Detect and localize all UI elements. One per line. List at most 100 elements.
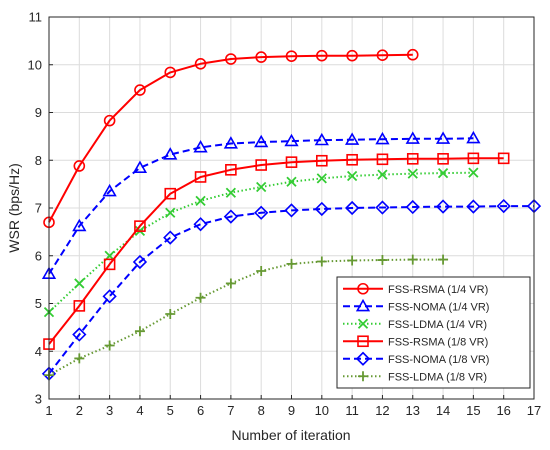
x-tick-label: 16 <box>496 403 510 418</box>
plus-marker <box>225 278 236 289</box>
diamond-marker <box>102 289 117 304</box>
x-tick-label: 12 <box>375 403 389 418</box>
diamond-marker <box>355 351 371 366</box>
circle-marker <box>103 114 116 127</box>
x-marker <box>195 195 206 206</box>
diamond-marker <box>284 203 299 218</box>
legend-item: FSS-LDMA (1/8 VR) <box>343 371 487 383</box>
diamond-marker <box>405 199 420 215</box>
y-axis-ticks: 3 4 5 6 7 8 9 10 11 <box>28 10 53 407</box>
triangle-marker <box>254 134 269 148</box>
x-marker <box>357 318 369 329</box>
legend-label: FSS-LDMA (1/4 VR) <box>388 319 487 331</box>
triangle-marker <box>355 298 371 312</box>
y-axis-title: WSR (bps/Hz) <box>6 163 22 252</box>
x-marker <box>346 170 358 182</box>
x-tick-label: 5 <box>167 403 174 418</box>
plus-marker <box>74 353 85 364</box>
diamond-marker <box>344 200 360 216</box>
square-marker <box>255 159 267 171</box>
y-tick-label: 3 <box>35 392 42 407</box>
diamond-marker <box>435 199 451 214</box>
legend-item: FSS-RSMA (1/8 VR) <box>343 335 488 348</box>
x-tick-label: 10 <box>315 403 329 418</box>
x-tick-label: 3 <box>106 403 113 418</box>
legend-item: FSS-RSMA (1/4 VR) <box>343 282 488 296</box>
series-1 <box>43 48 419 229</box>
square-marker <box>316 154 328 167</box>
x-marker <box>437 168 449 179</box>
series-group <box>41 48 542 381</box>
x-tick-label: 2 <box>76 403 83 418</box>
triangle-marker <box>193 139 208 153</box>
plus-marker <box>286 258 297 269</box>
y-tick-label: 6 <box>35 248 42 263</box>
diamond-marker <box>375 200 390 215</box>
x-marker <box>377 169 388 180</box>
legend-label: FSS-RSMA (1/4 VR) <box>388 284 488 296</box>
x-tick-label: 15 <box>466 403 480 418</box>
y-tick-label: 7 <box>35 201 42 216</box>
triangle-marker <box>284 133 299 147</box>
x-marker <box>225 187 237 198</box>
series-6 <box>44 254 449 381</box>
square-marker <box>376 153 389 166</box>
x-tick-label: 8 <box>258 403 265 418</box>
circle-marker <box>357 282 369 295</box>
legend-label: FSS-RSMA (1/8 VR) <box>388 336 488 348</box>
square-marker <box>437 153 449 165</box>
circle-marker <box>194 57 207 70</box>
square-marker <box>406 153 419 165</box>
triangle-marker <box>344 132 360 145</box>
x-tick-label: 7 <box>227 403 234 418</box>
square-marker <box>73 300 86 312</box>
series-line <box>48 53 413 223</box>
circle-marker <box>346 49 358 62</box>
triangle-marker <box>132 160 148 174</box>
x-tick-label: 11 <box>345 403 359 418</box>
square-marker <box>225 164 237 176</box>
triangle-marker <box>102 183 117 197</box>
plus-marker <box>195 292 206 303</box>
legend-item: FSS-NOMA (1/4 VR) <box>343 298 489 313</box>
circle-marker <box>255 51 267 63</box>
y-tick-label: 5 <box>35 296 42 311</box>
y-tick-label: 8 <box>35 153 42 168</box>
legend-label: FSS-NOMA (1/4 VR) <box>388 301 489 313</box>
triangle-marker <box>163 147 178 160</box>
square-marker <box>103 258 116 271</box>
x-marker <box>468 167 479 178</box>
circle-marker <box>73 160 86 172</box>
plus-marker <box>316 256 327 267</box>
plus-marker <box>104 340 115 351</box>
square-marker <box>164 187 177 200</box>
diamond-marker <box>193 217 208 232</box>
x-tick-label: 1 <box>45 403 52 418</box>
x-marker <box>316 173 327 184</box>
square-marker <box>285 156 298 168</box>
legend-label: FSS-NOMA (1/8 VR) <box>388 354 489 366</box>
x-marker <box>286 176 297 187</box>
plus-marker <box>256 266 267 277</box>
diamond-marker <box>496 198 511 214</box>
y-tick-label: 4 <box>35 344 42 359</box>
square-marker <box>467 152 480 165</box>
series-5 <box>41 198 542 381</box>
square-marker <box>357 335 369 348</box>
plus-marker <box>407 254 418 265</box>
legend-item: FSS-LDMA (1/4 VR) <box>343 318 487 331</box>
diamond-marker <box>132 254 148 270</box>
triangle-marker <box>375 131 390 145</box>
x-tick-label: 14 <box>436 403 450 418</box>
legend-item: FSS-NOMA (1/8 VR) <box>343 351 489 366</box>
series-line <box>48 205 534 375</box>
x-tick-label: 6 <box>197 403 204 418</box>
diamond-marker <box>163 230 178 245</box>
triangle-marker <box>435 131 451 144</box>
diamond-marker <box>223 209 239 224</box>
circle-marker <box>376 49 389 62</box>
diamond-marker <box>72 327 87 342</box>
circle-marker <box>316 49 328 62</box>
